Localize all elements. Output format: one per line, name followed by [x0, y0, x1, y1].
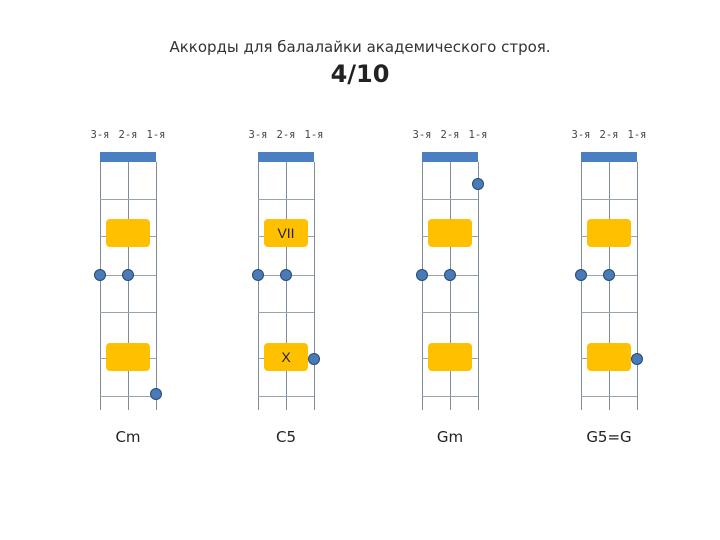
nut: [581, 152, 637, 162]
fret-line: [422, 396, 478, 397]
fret-line: [100, 396, 156, 397]
string-label-2: 2-я: [440, 129, 460, 141]
finger-dot: [575, 269, 587, 281]
finger-dot: [280, 269, 292, 281]
string-line: [258, 162, 259, 410]
string-line: [609, 162, 610, 410]
finger-dot: [150, 388, 162, 400]
finger-dot: [416, 269, 428, 281]
string-line: [478, 162, 479, 410]
finger-dot: [603, 269, 615, 281]
fret-line: [581, 199, 637, 200]
string-label-1: 1-я: [304, 129, 324, 141]
fret-marker: X: [264, 343, 308, 371]
chord-chart: 3-я 2-я 1-я G5=G: [572, 0, 661, 540]
chord-chart: 3-я 2-я 1-я VII X C5: [249, 0, 338, 540]
page-title: Аккорды для балалайки академического стр…: [169, 38, 551, 56]
fret-marker: [428, 219, 472, 247]
chord-name: Cm: [115, 428, 141, 446]
string-line: [286, 162, 287, 410]
page-number: 4/10: [330, 60, 390, 88]
nut: [258, 152, 314, 162]
string-line: [450, 162, 451, 410]
string-label-2: 2-я: [276, 129, 296, 141]
string-label-1: 1-я: [627, 129, 647, 141]
finger-dot: [308, 353, 320, 365]
string-line: [314, 162, 315, 410]
string-line: [637, 162, 638, 410]
chord-chart: 3-я 2-я 1-я Gm: [413, 0, 502, 540]
string-line: [128, 162, 129, 410]
finger-dot: [631, 353, 643, 365]
fret-line: [258, 312, 314, 313]
fret-marker: [106, 343, 150, 371]
fret-line: [258, 199, 314, 200]
chord-name: G5=G: [586, 428, 632, 446]
string-label-2: 2-я: [599, 129, 619, 141]
string-label-2: 2-я: [118, 129, 138, 141]
chord-name: C5: [275, 428, 297, 446]
fret-line: [100, 199, 156, 200]
finger-dot: [122, 269, 134, 281]
string-label-1: 1-я: [468, 129, 488, 141]
finger-dot: [252, 269, 264, 281]
fret-line: [581, 396, 637, 397]
fret-line: [258, 396, 314, 397]
fret-line: [581, 312, 637, 313]
finger-dot: [472, 178, 484, 190]
chord-chart: 3-я 2-я 1-я Cm: [91, 0, 180, 540]
fret-marker: [106, 219, 150, 247]
fret-line: [422, 199, 478, 200]
string-line: [156, 162, 157, 410]
string-line: [422, 162, 423, 410]
string-label-1: 1-я: [146, 129, 166, 141]
fret-line: [422, 312, 478, 313]
fret-marker: [587, 219, 631, 247]
nut: [100, 152, 156, 162]
chord-name: Gm: [436, 428, 464, 446]
nut: [422, 152, 478, 162]
string-line: [581, 162, 582, 410]
finger-dot: [444, 269, 456, 281]
string-label-3: 3-я: [412, 129, 432, 141]
fret-line: [100, 312, 156, 313]
string-line: [100, 162, 101, 410]
string-label-3: 3-я: [248, 129, 268, 141]
string-label-3: 3-я: [571, 129, 591, 141]
fret-marker: [587, 343, 631, 371]
fret-marker: [428, 343, 472, 371]
finger-dot: [94, 269, 106, 281]
string-label-3: 3-я: [90, 129, 110, 141]
fret-marker: VII: [264, 219, 308, 247]
